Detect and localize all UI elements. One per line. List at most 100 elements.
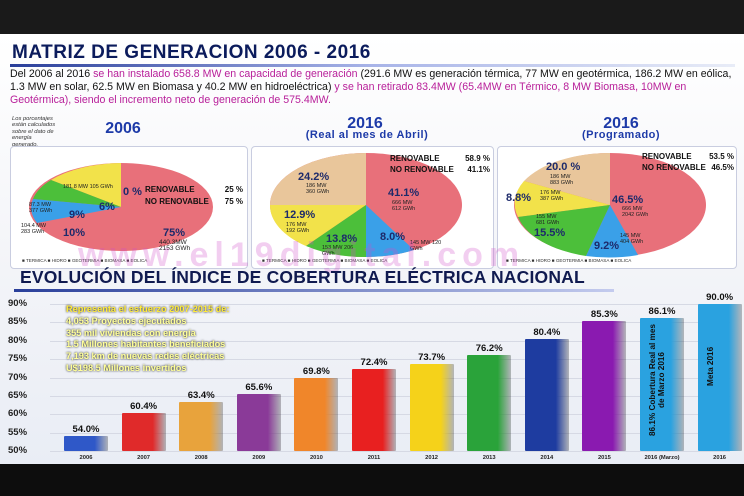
- info-heading: Representa el esfuerzo 2007-2015 de:: [66, 304, 230, 314]
- pie3-label-4: 176 MW 387 GWh: [540, 190, 564, 202]
- x-category-label: 2014: [540, 455, 554, 461]
- info-line: 7,193 km de nuevas redes eléctricas: [66, 351, 225, 362]
- pie2-label-7: 13.8%: [326, 233, 358, 245]
- chart-title-underline: [14, 289, 614, 292]
- pie1-renovable: RENOVABLE 25 %: [145, 185, 243, 194]
- pie3-label-2: 186 MW 883 GWh: [550, 174, 574, 186]
- y-tick-label: 55%: [8, 426, 28, 438]
- gridline: [50, 451, 730, 452]
- info-line: 1.5 Millones habitantes beneficiados: [66, 339, 226, 350]
- pie2-label-8: 153 MW 206 GWh: [322, 245, 354, 257]
- pie1-label-8: 75%: [163, 227, 186, 239]
- gridline: [50, 322, 730, 324]
- pie3-label-10: 145 MW 404 GWh: [620, 233, 644, 245]
- bar-value-label: 65.6%: [245, 381, 273, 393]
- title-underline: [10, 64, 735, 67]
- slice-geotermia: [518, 205, 610, 256]
- pie1-year: 2006: [105, 120, 141, 137]
- bar-2014: [524, 339, 569, 451]
- pie2-year: 2016: [347, 115, 383, 132]
- bar-value-label: 63.4%: [187, 389, 215, 401]
- pie2-label-5: 12.9%: [284, 209, 316, 221]
- monitor-bezel: [0, 464, 744, 496]
- info-line: 355 mil viviendas con energía: [66, 327, 196, 338]
- y-tick-label: 70%: [8, 371, 28, 383]
- pie1-label-6: 104.4 MW 283 GWh: [21, 223, 47, 235]
- x-category-label: 2016 (Marzo): [644, 455, 680, 461]
- pie2-label-2: 186 MW 360 GWh: [306, 183, 330, 195]
- slice-biomasa: [51, 163, 121, 207]
- intro-part3: (291.6 MW es generación térmica, 77 MW e…: [10, 68, 732, 93]
- x-category-label: 2010: [309, 455, 323, 461]
- bar-value-label: 60.4%: [130, 400, 158, 412]
- pie1-label-1: 181.8 MW 105 GWh: [63, 184, 113, 190]
- pie1-label-5: 9%: [69, 209, 85, 221]
- pie1-label-9: 440.3MW 2153 GWh: [159, 239, 191, 252]
- x-category-label: 2011: [367, 455, 381, 461]
- y-tick-label: 80%: [8, 334, 28, 346]
- bar-2008: [179, 401, 224, 451]
- intro-part1: Del 2006 al 2016: [10, 68, 94, 80]
- bar-2010: [294, 378, 339, 451]
- slice-hidro: [366, 205, 414, 257]
- bar-2007: [121, 412, 166, 451]
- bar-2009: [236, 393, 281, 451]
- slice-biomasa: [514, 181, 610, 217]
- pie-chart-2016-real: [269, 153, 462, 258]
- presentation-slide: MATRIZ DE GENERACION 2006 - 2016 Del 200…: [0, 34, 744, 464]
- pie3-label-6: 666 MW 2042 GWh: [622, 206, 649, 218]
- pie2-legend: ■ TERMICA ■ HIDRO ■ GEOTERMIA ■ BIOMASA …: [262, 258, 388, 263]
- x-category-label: 2012: [425, 455, 439, 461]
- pie3-label-8: 155 MW 681 GWh: [536, 214, 560, 226]
- x-category-label: 2007: [137, 455, 151, 461]
- x-category-label: 2013: [482, 455, 496, 461]
- pie3-label-3: 8.8%: [506, 192, 532, 204]
- pie2-label-6: 176 MW 192 GWh: [286, 222, 310, 234]
- pie3-year: 2016: [603, 115, 639, 132]
- y-tick-label: 90%: [8, 298, 28, 309]
- y-tick-label: 75%: [8, 353, 28, 365]
- pie2-label-3: 41.1%: [388, 187, 420, 199]
- bar-2006: [64, 436, 108, 451]
- pie1-legend: ■ TERMICA ■ HIDRO ■ GEOTERMIA ■ BIOMASA …: [22, 258, 148, 263]
- intro-part2: se han instalado 658.8 MW en capacidad d…: [93, 68, 358, 80]
- bar-value-label: 54.0%: [72, 424, 100, 436]
- pie3-label-7: 15.5%: [534, 227, 566, 239]
- slice-geotermia: [33, 180, 121, 207]
- slice-eolica: [270, 153, 366, 205]
- watermark: www.el19digital.com: [78, 236, 526, 274]
- bar-value-label: 85.3%: [590, 309, 618, 321]
- pie-panel-2006: 181.8 MW 105 GWh 0 % 6% 87.3 MW 377 GWh …: [10, 146, 248, 269]
- y-tick-label: 65%: [8, 389, 28, 401]
- slice-geotermia: [306, 205, 366, 258]
- slice-hidro: [586, 205, 638, 258]
- x-category-label: 2006: [79, 455, 93, 461]
- bar-value-label: 90.0%: [706, 292, 734, 303]
- bar-value-label: 86.1%: [648, 306, 676, 318]
- slice-hidro: [31, 199, 122, 223]
- pie3-renovable: RENOVABLE 53.5 %: [642, 152, 734, 161]
- y-tick-label: 60%: [8, 408, 28, 420]
- pie1-label-7: 10%: [63, 227, 86, 239]
- pie1-label-4: 87.3 MW 377 GWh: [29, 202, 53, 214]
- y-tick-label: 50%: [8, 445, 28, 456]
- pie-panel-2016-real: 24.2% 186 MW 360 GWh 41.1% 666 MW 612 GW…: [251, 146, 494, 269]
- pie-panel-2016-programado: 20.0 % 186 MW 883 GWh 8.8% 176 MW 387 GW…: [497, 146, 737, 269]
- info-line: 4,053 Proyectos ejecutados: [66, 315, 187, 326]
- bar-value-label: 80.4%: [533, 327, 561, 339]
- gridline: [50, 304, 730, 305]
- pie2-renovable: RENOVABLE 58.9 %: [390, 154, 490, 163]
- bar-note: 86.1% Cobertura Real al mes de Marzo 201…: [648, 324, 666, 437]
- y-tick-label: 85%: [8, 316, 28, 328]
- pie-chart-2016-programado: [514, 152, 706, 258]
- intro-paragraph: Del 2006 al 2016 se han instalado 658.8 …: [10, 68, 736, 106]
- slice-biomasa: [269, 205, 366, 246]
- pie1-no-renovable: NO RENOVABLE 75 %: [145, 197, 243, 206]
- intro-part4: y se han retirado 83.4MW (65.4MW en Térm…: [10, 80, 687, 106]
- pie3-no-renovable: NO RENOVABLE 46.5%: [642, 163, 734, 172]
- pie-chart-2006: [29, 163, 213, 251]
- bar-2015: [582, 321, 627, 451]
- bar-value-label: 69.8%: [302, 366, 330, 378]
- slide-title: MATRIZ DE GENERACION 2006 - 2016: [12, 42, 371, 63]
- bar-2016-marzo-: [640, 318, 684, 451]
